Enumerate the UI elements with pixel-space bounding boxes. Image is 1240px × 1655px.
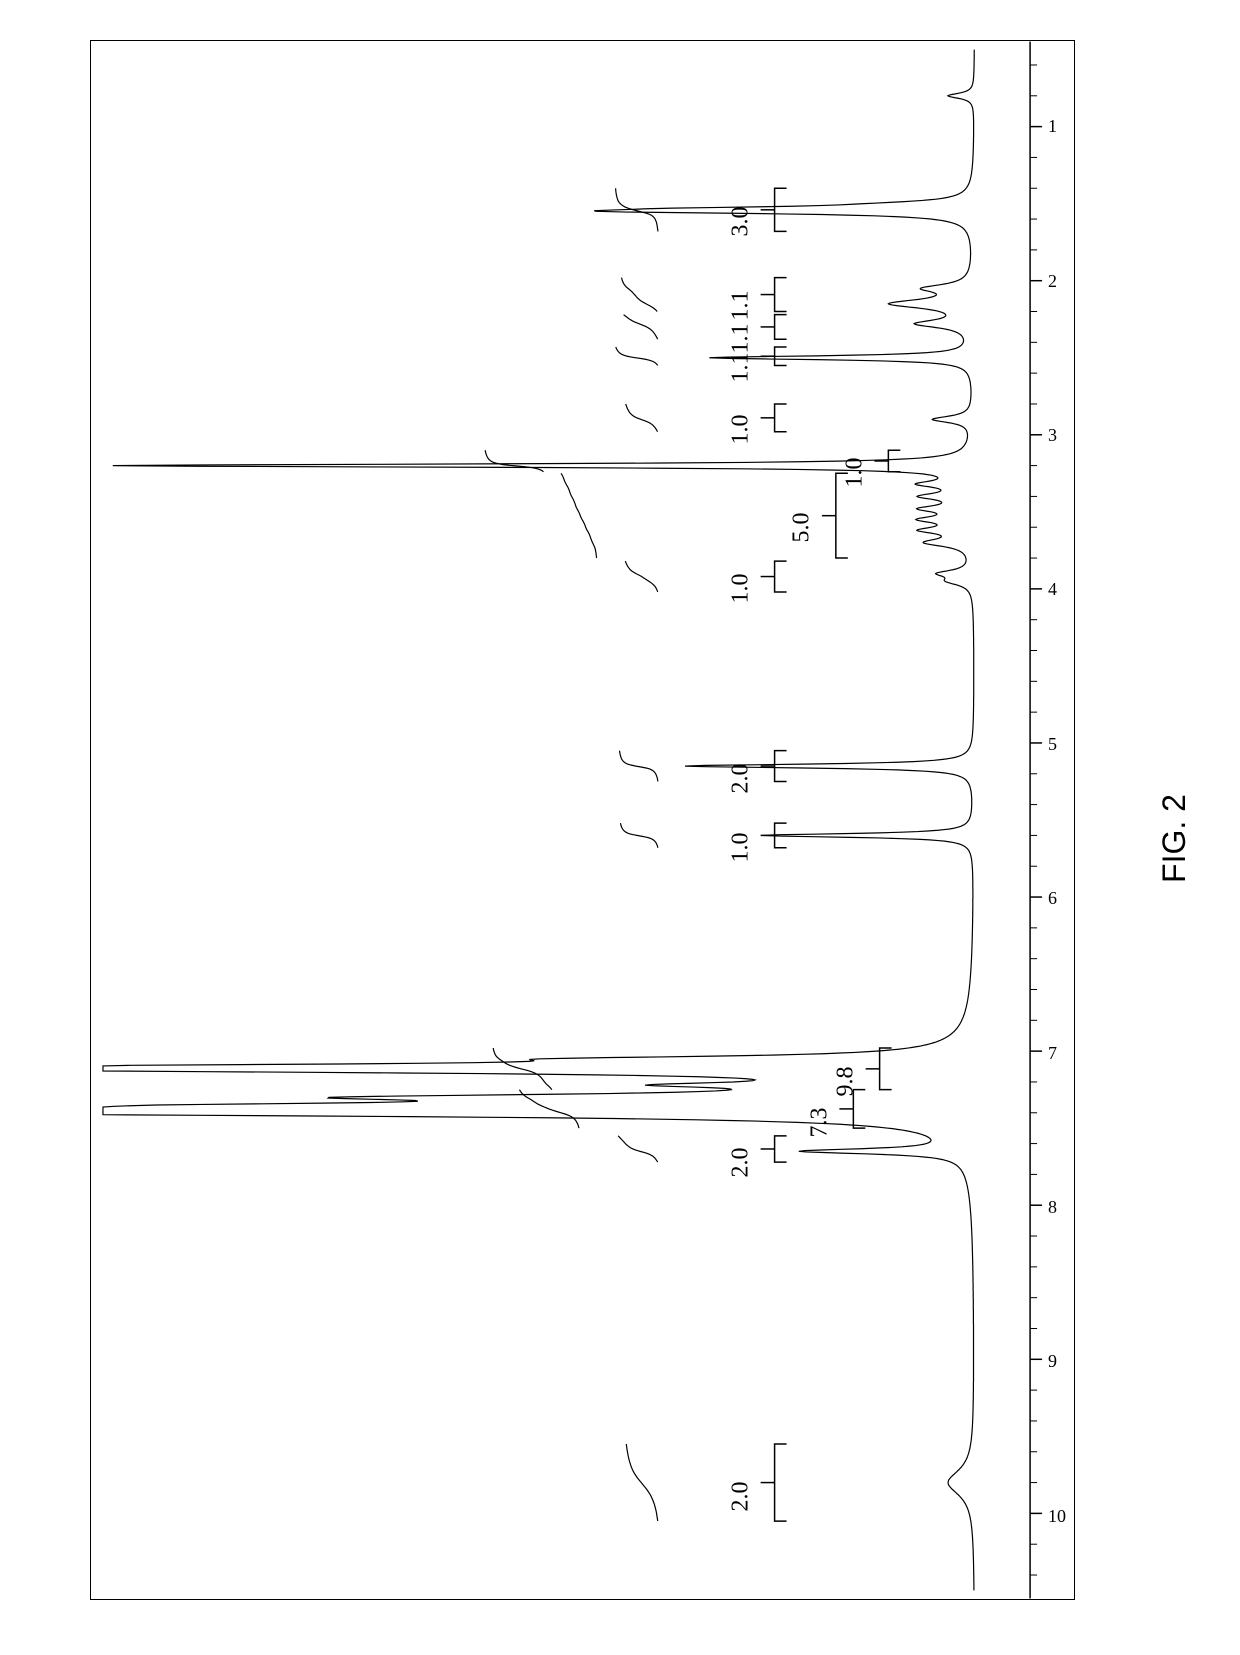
- integral-value: 5.0: [789, 513, 816, 543]
- integral-value: 1.0: [727, 833, 754, 863]
- integral-value: 3.0: [727, 206, 754, 236]
- figure-caption: FIG. 2: [1156, 794, 1193, 883]
- plot-area: 1 2 3 4 5 6 7 8 9 10 2.0 2.0 7.39.8 1.0 2.0 1.0 5.0 1.0 1.…: [90, 40, 1075, 1600]
- axis-tick-label: 1: [1048, 116, 1057, 137]
- integral-value: 1.0: [727, 415, 754, 445]
- integral-value: 1.0: [727, 574, 754, 604]
- integral-value: 2.0: [727, 1147, 754, 1177]
- axis-tick-label: 7: [1048, 1043, 1057, 1064]
- axis-tick-label: 3: [1048, 425, 1057, 446]
- integral-value: 1.1: [727, 323, 754, 353]
- integral-value: 2.0: [727, 763, 754, 793]
- integral-value: 1.1: [727, 353, 754, 383]
- integral-value: 2.0: [727, 1481, 754, 1511]
- axis-tick-label: 9: [1048, 1351, 1057, 1372]
- annotation-layer: 1 2 3 4 5 6 7 8 9 10 2.0 2.0 7.39.8 1.0 2.0 1.0 5.0 1.0 1.…: [91, 41, 1074, 1599]
- axis-tick-label: 10: [1048, 1506, 1066, 1527]
- integral-value: 7.3: [806, 1107, 833, 1137]
- axis-tick-label: 4: [1048, 579, 1057, 600]
- figure-container: 1 2 3 4 5 6 7 8 9 10 2.0 2.0 7.39.8 1.0 2.0 1.0 5.0 1.0 1.…: [0, 0, 1240, 1655]
- integral-value: 1.1: [727, 291, 754, 321]
- axis-tick-label: 5: [1048, 734, 1057, 755]
- axis-tick-label: 2: [1048, 271, 1057, 292]
- axis-tick-label: 6: [1048, 888, 1057, 909]
- axis-tick-label: 8: [1048, 1197, 1057, 1218]
- integral-value: 9.8: [833, 1067, 860, 1097]
- integral-value: 1.0: [841, 458, 868, 488]
